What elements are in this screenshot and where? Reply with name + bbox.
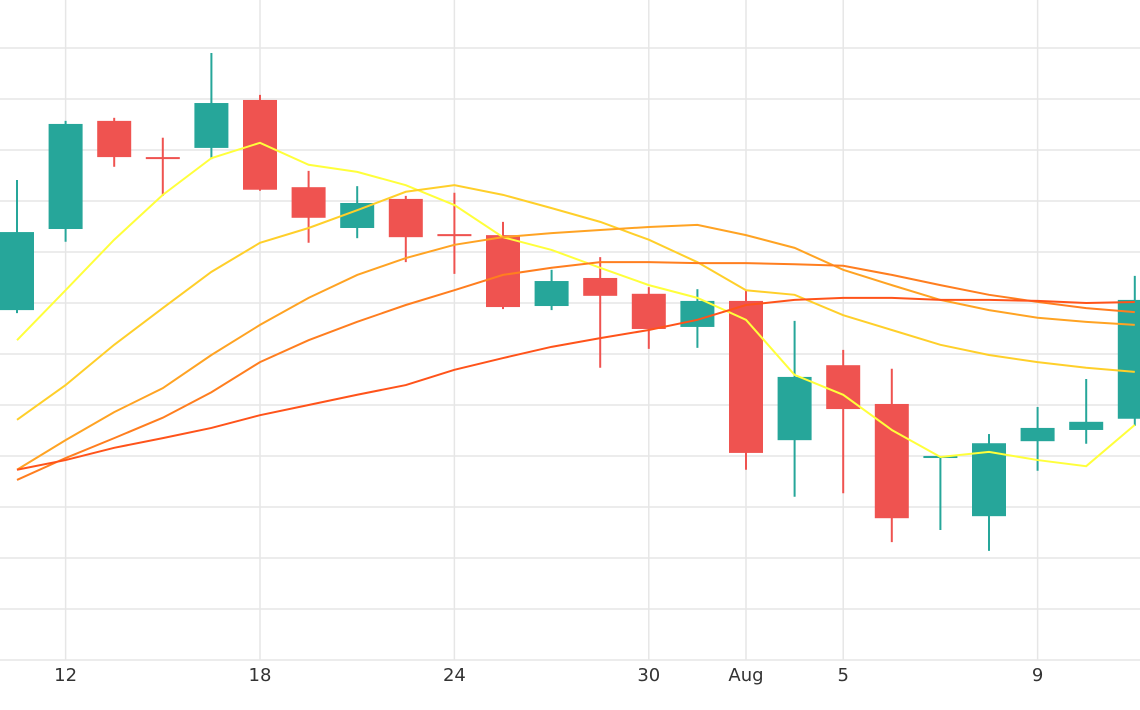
candle-body xyxy=(0,232,34,311)
candle-body xyxy=(729,300,763,453)
moving-average xyxy=(16,141,1136,468)
candle-body xyxy=(340,202,375,228)
candle-body xyxy=(1117,299,1140,419)
candle-body xyxy=(874,403,909,519)
candle-body xyxy=(194,103,229,148)
x-tick-label: Aug xyxy=(728,665,763,686)
candle-body xyxy=(291,187,326,218)
moving-average xyxy=(16,184,1135,421)
candle-body xyxy=(97,120,132,158)
candle-body xyxy=(145,157,180,160)
candle-body xyxy=(826,365,861,410)
candle-body xyxy=(534,281,569,307)
candle-body xyxy=(972,443,1006,517)
moving-average xyxy=(16,261,1135,481)
moving-average xyxy=(16,296,1135,471)
x-tick-label: 18 xyxy=(249,665,272,686)
candle-body xyxy=(1069,421,1104,430)
candle-body xyxy=(1020,427,1055,442)
x-tick-label: 12 xyxy=(54,665,77,686)
candle-body xyxy=(631,293,666,329)
moving-average xyxy=(16,223,1135,471)
x-tick-label: 24 xyxy=(443,665,466,686)
candle-body xyxy=(583,277,618,296)
candle-body xyxy=(486,235,520,308)
candle-body xyxy=(388,198,423,238)
x-tick-label: 30 xyxy=(637,665,660,686)
x-tick-label: 9 xyxy=(1032,665,1043,686)
candle-body xyxy=(437,234,472,237)
candle-body xyxy=(777,376,812,441)
candle-body xyxy=(48,123,83,230)
x-tick-label: 5 xyxy=(837,665,848,686)
candle-body xyxy=(243,99,277,190)
